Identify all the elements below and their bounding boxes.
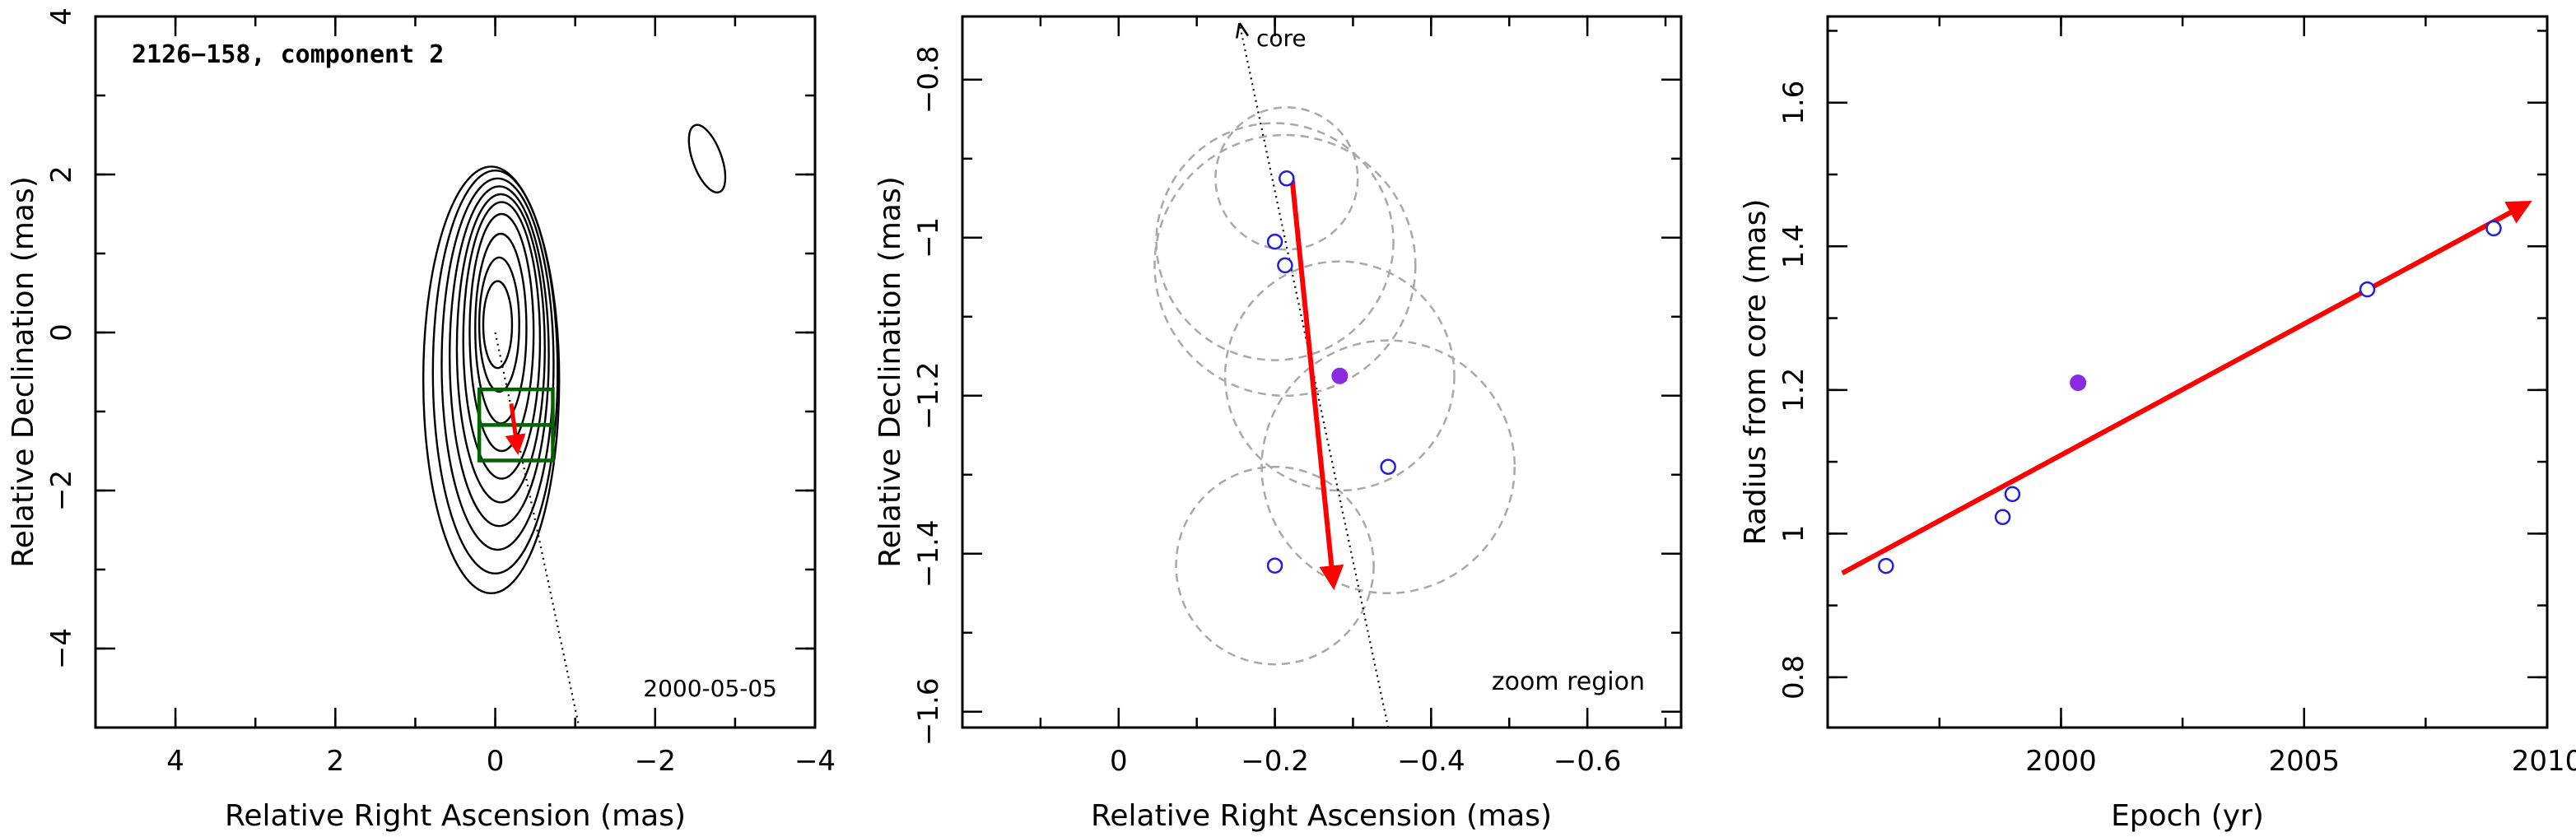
y-tick-label: 4 (45, 7, 78, 26)
y-tick-label: 1 (1777, 525, 1810, 543)
contour-level (482, 280, 514, 370)
epoch-point (1380, 458, 1396, 475)
contour-level (449, 185, 550, 528)
x-axis-label: Relative Right Ascension (mas) (225, 799, 686, 833)
x-tick-label: 0 (1110, 745, 1128, 778)
epoch-point (2485, 220, 2502, 237)
y-axis-ticks: −0.8 −1 −1.2 −1.4 −1.6 (912, 46, 1681, 746)
zoom-region-annotation: zoom region (1492, 667, 1645, 696)
x-tick-label: 2000 (2025, 745, 2097, 778)
y-tick-label: 1.6 (1777, 81, 1810, 125)
x-tick-label: −4 (794, 745, 836, 778)
position-error-circle (1153, 133, 1417, 398)
plot-frame (1826, 15, 2549, 729)
x-axis-label: Relative Right Ascension (mas) (1091, 799, 1552, 833)
panel-title: 2126−158, component 2 (132, 40, 444, 69)
component-positions (1266, 170, 1396, 574)
contour-level (440, 177, 555, 551)
contour-map-panel: 4 2 0 −2 −4 4 2 0 −2 −4 2126−158, component 2 20… (7, 7, 836, 833)
position-error-circle (1175, 465, 1375, 666)
core-label: core (1256, 25, 1307, 52)
motion-vector (1289, 178, 1344, 591)
epoch-point (1266, 233, 1283, 250)
epoch-point (1878, 557, 1894, 574)
y-axis-label: Radius from core (mas) (1739, 199, 1772, 546)
y-axis-label: Relative Declination (mas) (7, 176, 40, 568)
island-contour (687, 123, 727, 194)
y-tick-label: −1 (912, 217, 945, 258)
x-tick-label: −0.2 (1241, 745, 1309, 778)
y-tick-label: −1.6 (912, 678, 945, 746)
epoch-point (1277, 257, 1293, 274)
contour-level (455, 193, 546, 504)
contour-level (477, 256, 520, 393)
y-tick-label: 0 (45, 323, 78, 342)
contour-lines (422, 123, 727, 595)
plot-frame (94, 15, 817, 729)
x-axis-ticks: 0 −0.2 −0.4 −0.6 (961, 16, 1667, 778)
current-epoch-point (2070, 374, 2087, 392)
epoch-point (1266, 557, 1283, 574)
y-axis-ticks: 4 2 0 −2 −4 (45, 7, 815, 729)
x-tick-label: 2010 (2512, 745, 2576, 778)
epoch-point (1994, 509, 2011, 526)
epoch-point (1279, 170, 1295, 187)
y-tick-label: 2 (45, 165, 78, 184)
epoch-annotation: 2000-05-05 (643, 675, 777, 702)
y-tick-label: 1.2 (1777, 368, 1810, 412)
x-tick-label: −2 (635, 745, 676, 778)
x-axis-ticks: 2000 2005 2010 (1938, 16, 2576, 778)
contour-level (462, 201, 542, 480)
x-tick-label: 4 (166, 745, 184, 778)
position-error-circle (1155, 122, 1395, 361)
radius-points (1878, 220, 2502, 574)
zoom-region-panel: 0 −0.2 −0.4 −0.6 −0.8 −1 −1.2 −1.4 −1.6 core zo… (873, 15, 1683, 833)
contour-level (431, 169, 559, 575)
y-tick-label: 1.4 (1777, 224, 1810, 268)
position-error-circle (1223, 260, 1456, 492)
y-axis-ticks: 0.8 1 1.2 1.4 1.6 (1777, 30, 2547, 700)
motion-vector (505, 403, 526, 455)
x-axis-label: Epoch (yr) (2111, 799, 2264, 833)
y-axis-label: Relative Declination (mas) (873, 176, 907, 568)
epoch-point (2359, 281, 2376, 298)
plot-frame (961, 15, 1683, 729)
y-tick-label: −0.8 (912, 46, 945, 114)
y-tick-label: 0.8 (1777, 655, 1810, 700)
error-circles (1153, 106, 1516, 666)
radius-epoch-panel: 2000 2005 2010 0.8 1 1.2 1.4 1.6 Epoch (yr) Ra… (1739, 15, 2576, 833)
contour-level (422, 165, 561, 595)
y-tick-label: −4 (45, 628, 78, 669)
y-tick-label: −1.2 (912, 362, 945, 430)
x-axis-ticks: 4 2 0 −2 −4 (94, 16, 836, 778)
x-tick-label: 0 (487, 745, 505, 778)
current-epoch-point (1331, 367, 1349, 384)
x-tick-label: 2 (327, 745, 345, 778)
x-tick-label: 2005 (2268, 745, 2340, 778)
x-tick-label: −0.4 (1397, 745, 1465, 778)
y-tick-label: −2 (45, 470, 78, 511)
contour-level (468, 212, 535, 453)
core-direction-line (494, 332, 580, 728)
epoch-point (2004, 486, 2021, 503)
x-tick-label: −0.6 (1554, 745, 1622, 778)
y-tick-label: −1.4 (912, 520, 945, 588)
linear-fit-line (1841, 201, 2532, 576)
